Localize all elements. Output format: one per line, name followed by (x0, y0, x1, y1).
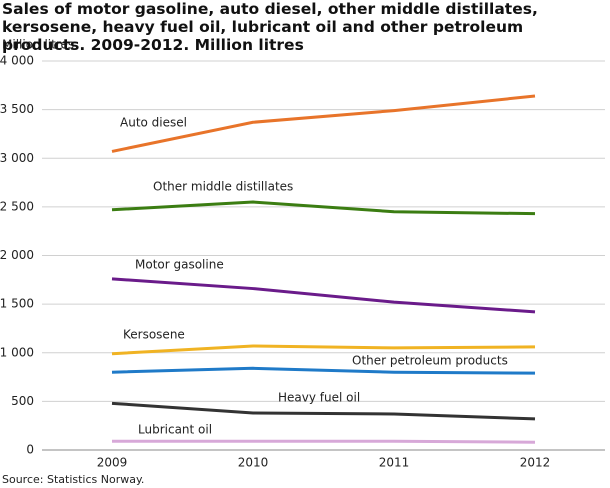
series-label: Auto diesel (120, 116, 187, 130)
chart-title: Sales of motor gasoline, auto diesel, ot… (2, 0, 538, 54)
x-tick-label: 2009 (97, 456, 128, 470)
x-tick-label: 2012 (520, 456, 551, 470)
y-tick-label: 3 000 (0, 151, 34, 165)
series-line (112, 439, 536, 444)
series-line (111, 277, 536, 314)
series-label: Kersosene (123, 328, 185, 342)
y-tick-label: 500 (11, 394, 34, 408)
series-line (111, 344, 536, 356)
x-tick-label: 2010 (238, 456, 269, 470)
series-line (111, 401, 536, 421)
series-line (111, 366, 536, 375)
y-tick-label: 3 500 (0, 102, 34, 116)
y-tick-label: 4 000 (0, 54, 34, 68)
y-axis-label: Million litres (2, 38, 74, 52)
series-label: Other middle distillates (153, 180, 293, 194)
series-label: Heavy fuel oil (278, 391, 360, 405)
y-tick-label: 2 000 (0, 248, 34, 262)
y-tick-label: 0 (26, 443, 34, 457)
y-tick-label: 1 000 (0, 345, 34, 359)
series-label: Other petroleum products (352, 354, 508, 368)
y-tick-label: 2 500 (0, 199, 34, 213)
y-tick-label: 1 500 (0, 297, 34, 311)
source: Source: Statistics Norway. (2, 473, 144, 486)
x-tick-label: 2011 (379, 456, 410, 470)
series-label: Motor gasoline (135, 258, 224, 272)
series-line (111, 200, 536, 216)
series-line (111, 94, 536, 153)
series-label: Lubricant oil (138, 423, 212, 437)
